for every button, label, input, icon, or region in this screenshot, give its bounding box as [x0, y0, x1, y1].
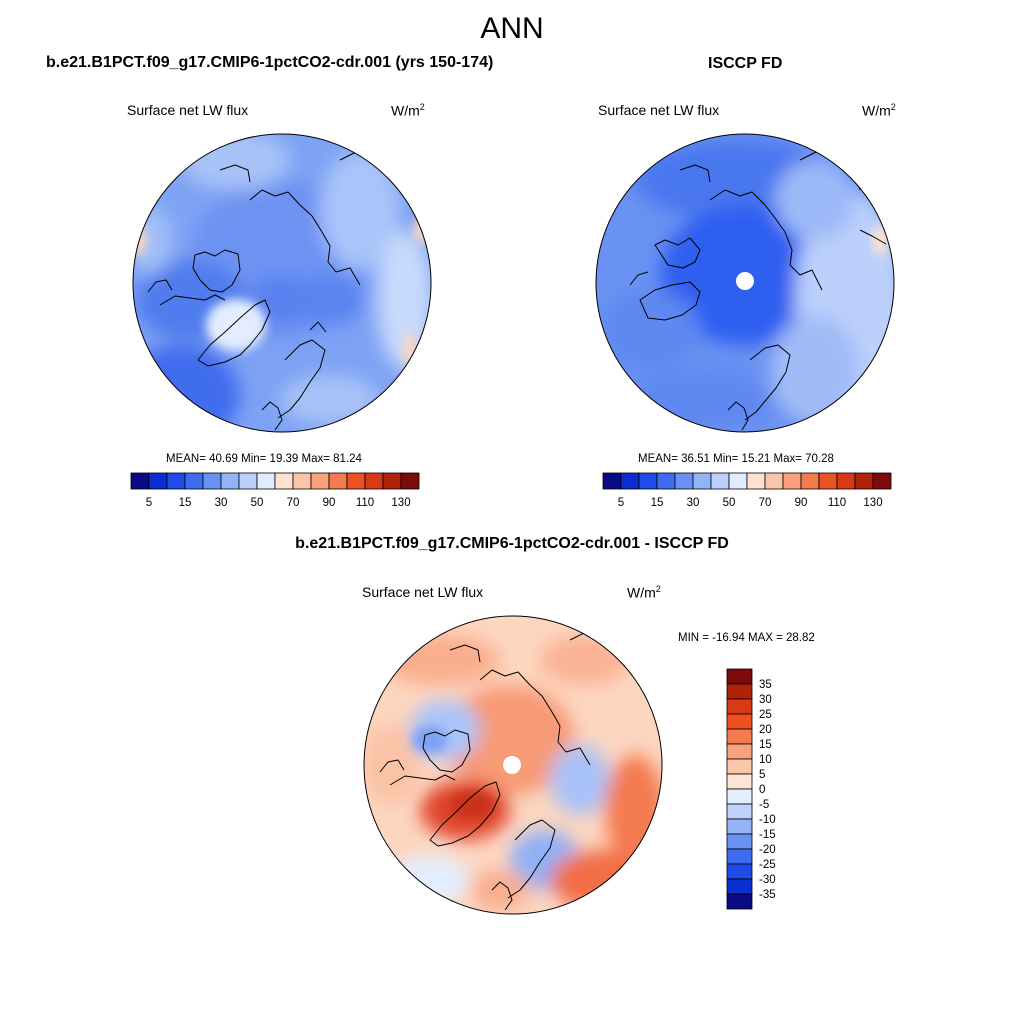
colorbar-obs-tick-label: 30 [687, 497, 700, 509]
colorbar-model-swatch [202, 472, 222, 490]
colorbar-obs-swatch [638, 472, 658, 490]
colorbar-diff-swatch [726, 743, 753, 760]
colorbar-model-swatch [292, 472, 312, 490]
colorbar-diff-tick-label: 20 [759, 724, 772, 736]
colorbar-diff-swatch [726, 713, 753, 730]
colorbar-diff-tick-label: 10 [759, 754, 772, 766]
colorbar-model-tick-label: 90 [323, 497, 336, 509]
colorbar-diff-tick-label: 15 [759, 739, 772, 751]
colorbar-diff-tick-label: 25 [759, 709, 772, 721]
panel-title-obs: ISCCP FD [708, 55, 783, 72]
units-label-diff: W/m2 [627, 584, 661, 601]
colorbar-obs-tick-label: 50 [723, 497, 736, 509]
colorbar-model: 5 15 30 50 70 90 110 130 [130, 472, 420, 509]
colorbar-obs-tick-label: 130 [863, 497, 882, 509]
colorbar-obs-tick-label: 110 [828, 497, 846, 509]
colorbar-model-swatch [238, 472, 258, 490]
colorbar-model-swatch [328, 472, 348, 490]
colorbar-model-swatch [130, 472, 150, 490]
colorbar-obs-swatch [674, 472, 694, 490]
colorbar-model-swatch [310, 472, 330, 490]
colorbar-model-tick-label: 70 [287, 497, 300, 509]
panel-title-diff: b.e21.B1PCT.f09_g17.CMIP6-1pctCO2-cdr.00… [295, 535, 729, 552]
colorbar-diff-tick-label: -20 [759, 844, 776, 856]
colorbar-obs-swatch [836, 472, 856, 490]
colorbar-diff-tick-label: -5 [759, 799, 769, 811]
colorbar-model-swatch [364, 472, 384, 490]
colorbar-obs-tick-label: 15 [651, 497, 664, 509]
variable-label-model: Surface net LW flux [127, 102, 249, 118]
colorbar-obs-swatch [764, 472, 784, 490]
colorbar-diff-swatch [726, 788, 753, 805]
colorbar-obs: 5 15 30 50 70 90 110 130 [602, 472, 892, 509]
colorbar-diff-tick-label: -10 [759, 814, 776, 826]
stats-model: MEAN= 40.69 Min= 19.39 Max= 81.24 [166, 453, 362, 465]
colorbar-model-swatch [382, 472, 402, 490]
colorbar-model-tick-label: 110 [356, 497, 374, 509]
colorbar-diff-swatch [726, 698, 753, 715]
colorbar-diff-tick-label: 35 [759, 679, 772, 691]
colorbar-obs-tick-label: 90 [795, 497, 808, 509]
colorbar-diff-swatch [726, 773, 753, 790]
colorbar-model-swatch [166, 472, 186, 490]
colorbar-diff-swatch [726, 728, 753, 745]
colorbar-obs-swatch [782, 472, 802, 490]
colorbar-diff-swatch [726, 863, 753, 880]
colorbar-diff-swatch [726, 878, 753, 895]
colorbar-model-swatch [400, 472, 420, 490]
stats-obs: MEAN= 36.51 Min= 15.21 Max= 70.28 [638, 453, 834, 465]
colorbar-obs-swatch [746, 472, 766, 490]
colorbar-model-tick-label: 15 [179, 497, 192, 509]
colorbar-model-swatch [256, 472, 276, 490]
colorbar-obs-swatch [800, 472, 820, 490]
colorbar-model-tick-label: 50 [251, 497, 264, 509]
colorbar-diff-swatch [726, 818, 753, 835]
colorbar-diff-tick-label: 30 [759, 694, 772, 706]
colorbar-model-tick-label: 30 [215, 497, 228, 509]
variable-label-diff: Surface net LW flux [362, 584, 484, 600]
colorbar-model-swatch [220, 472, 240, 490]
colorbar-diff-tick-label: -25 [759, 859, 776, 871]
colorbar-diff-swatch [726, 683, 753, 700]
colorbar-obs-swatch [710, 472, 730, 490]
colorbar-model-swatch [274, 472, 294, 490]
colorbar-diff-swatch [726, 668, 753, 685]
colorbar-obs-swatch [854, 472, 874, 490]
colorbar-diff-tick-label: -15 [759, 829, 776, 841]
colorbar-diff-swatch [726, 848, 753, 865]
colorbar-obs-swatch [818, 472, 838, 490]
colorbar-diff-swatch [726, 833, 753, 850]
colorbar-diff-tick-label: -35 [759, 889, 776, 901]
colorbar-model-swatch [148, 472, 168, 490]
colorbar-model-tick-label: 5 [146, 497, 152, 509]
colorbar-obs-swatch [602, 472, 622, 490]
colorbar-model-tick-label: 130 [391, 497, 410, 509]
variable-label-obs: Surface net LW flux [598, 102, 720, 118]
colorbar-obs-tick-label: 5 [618, 497, 624, 509]
colorbar-diff: 35 30 25 20 15 10 5 0 -5 -10 -15 -20 -25 -30 -35 [726, 668, 776, 910]
colorbar-diff-tick-label: -30 [759, 874, 776, 886]
panel-title-model: b.e21.B1PCT.f09_g17.CMIP6-1pctCO2-cdr.00… [46, 54, 494, 71]
units-label-model: W/m2 [391, 102, 425, 119]
colorbar-obs-swatch [872, 472, 892, 490]
colorbar-diff-tick-label: 0 [759, 784, 765, 796]
colorbar-diff-swatch [726, 803, 753, 820]
colorbar-model-swatch [184, 472, 204, 490]
colorbar-obs-swatch [656, 472, 676, 490]
colorbar-diff-swatch [726, 893, 753, 910]
stats-diff: MIN = -16.94 MAX = 28.82 [678, 632, 815, 644]
colorbar-obs-swatch [692, 472, 712, 490]
colorbar-model-swatch [346, 472, 366, 490]
units-label-obs: W/m2 [862, 102, 896, 119]
colorbar-obs-swatch [620, 472, 640, 490]
colorbar-obs-swatch [728, 472, 748, 490]
colorbar-diff-tick-label: 5 [759, 769, 765, 781]
main-title: ANN [480, 12, 544, 45]
colorbar-diff-swatch [726, 758, 753, 775]
colorbar-obs-tick-label: 70 [759, 497, 772, 509]
